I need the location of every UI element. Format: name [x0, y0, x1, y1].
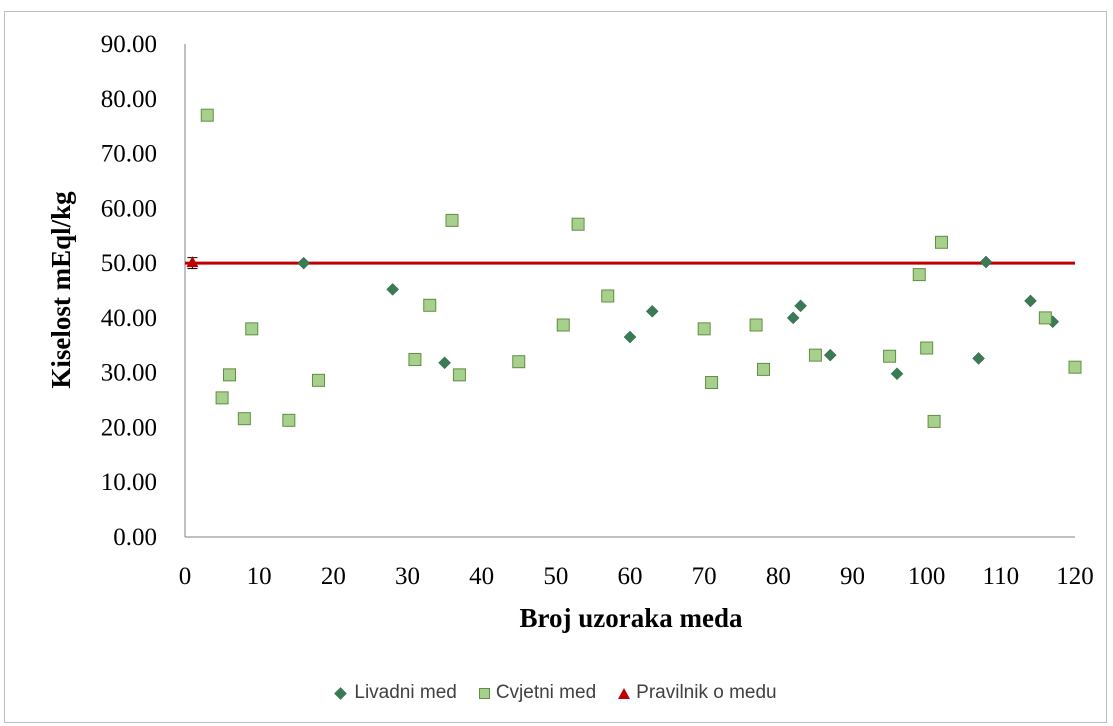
cvjetni-med-point — [757, 362, 770, 376]
cvjetni-med-point — [927, 414, 941, 428]
cvjetni-med-point — [445, 213, 459, 227]
x-axis-title: Broj uzoraka meda — [520, 603, 743, 633]
livadni-med-point — [823, 348, 837, 362]
cvjetni-med-point — [571, 217, 585, 231]
cvjetni-med-point — [237, 412, 251, 426]
cvjetni-med-point — [452, 368, 466, 382]
y-tick-label: 60.00 — [101, 195, 157, 222]
y-tick-label: 40.00 — [101, 305, 157, 332]
x-tick-label: 20 — [321, 563, 346, 590]
data-points — [186, 108, 1082, 428]
livadni-med-point — [979, 255, 993, 269]
cvjetni-med-point — [705, 376, 719, 390]
x-tick-label: 70 — [692, 563, 717, 590]
y-axis-tick-labels: 0.00 10.00 20.00 30.00 40.00 50.00 60.00 70.00 8… — [101, 31, 157, 551]
cvjetni-med-point — [697, 322, 711, 336]
cvjetni-med-point — [312, 373, 325, 387]
cvjetni-med-point — [912, 268, 926, 282]
cvjetni-med-point — [883, 349, 897, 363]
x-tick-label: 80 — [766, 563, 791, 590]
y-tick-label: 80.00 — [101, 86, 157, 113]
legend-label-livadni: Livadni med — [354, 682, 457, 703]
y-tick-label: 50.00 — [101, 250, 157, 277]
x-tick-label: 50 — [543, 563, 568, 590]
legend-item-cvjetni: Cvjetni med — [478, 682, 597, 704]
y-axis-title: Kiselost mEql/kg — [46, 191, 76, 389]
cvjetni-med-point — [808, 348, 822, 362]
cvjetni-med-point — [935, 235, 948, 249]
livadni-med-point — [1024, 294, 1037, 308]
cvjetni-med-point — [1038, 311, 1052, 325]
cvjetni-med-point — [601, 289, 615, 303]
pravilnik-point — [186, 256, 199, 268]
diamond-marker-icon — [334, 686, 348, 700]
livadni-med-point — [386, 283, 400, 296]
x-tick-label: 100 — [908, 563, 946, 590]
livadni-med-point — [438, 356, 451, 370]
livadni-med-point — [890, 367, 904, 381]
cvjetni-med-point — [282, 413, 296, 427]
cvjetni-med-point — [512, 355, 526, 369]
cvjetni-med-point — [223, 368, 236, 382]
x-tick-label: 40 — [469, 563, 494, 590]
y-tick-label: 70.00 — [101, 141, 157, 168]
legend-item-livadni: Livadni med — [334, 682, 457, 704]
livadni-med-point — [297, 256, 311, 270]
x-tick-label: 110 — [983, 563, 1020, 590]
y-tick-label: 30.00 — [101, 360, 157, 387]
cvjetni-med-point — [1068, 360, 1082, 374]
legend: Livadni med Cvjetni med Pravilnik o medu — [0, 680, 1113, 706]
cvjetni-med-point — [215, 391, 229, 405]
livadni-med-point — [972, 352, 985, 365]
cvjetni-med-point — [408, 353, 422, 367]
livadni-med-point — [786, 311, 800, 325]
cvjetni-med-point — [245, 322, 259, 336]
legend-label-pravilnik: Pravilnik o medu — [636, 682, 777, 703]
axes — [184, 44, 1075, 538]
x-axis-tick-labels: 0 10 20 30 40 50 60 70 80 90 100 110 120 — [179, 563, 1094, 590]
x-tick-label: 60 — [618, 563, 643, 590]
x-tick-label: 10 — [247, 563, 272, 590]
y-tick-label: 20.00 — [101, 414, 157, 441]
chart-frame — [4, 11, 1107, 723]
livadni-med-point — [794, 299, 807, 313]
y-tick-label: 90.00 — [101, 31, 157, 58]
cvjetni-med-point — [920, 341, 934, 355]
x-tick-label: 30 — [395, 563, 420, 590]
triangle-marker-icon — [618, 687, 631, 699]
x-tick-label: 120 — [1056, 563, 1094, 590]
x-tick-label: 0 — [179, 563, 192, 590]
y-tick-label: 10.00 — [101, 469, 157, 496]
cvjetni-med-point — [200, 108, 214, 122]
square-marker-icon — [478, 687, 490, 699]
livadni-med-point — [645, 304, 659, 318]
x-tick-label: 90 — [840, 563, 865, 590]
cvjetni-med-point — [423, 298, 437, 312]
legend-label-cvjetni: Cvjetni med — [495, 682, 597, 703]
livadni-med-point — [623, 330, 637, 344]
legend-item-pravilnik: Pravilnik o medu — [618, 682, 777, 704]
cvjetni-med-point — [556, 318, 570, 332]
cvjetni-med-point — [749, 318, 763, 332]
y-tick-label: 0.00 — [113, 524, 157, 551]
